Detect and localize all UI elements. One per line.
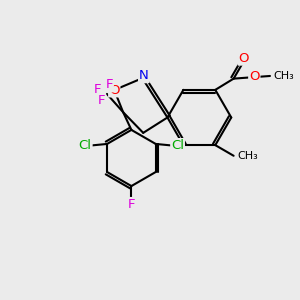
Text: CH₃: CH₃ <box>274 71 294 81</box>
Text: F: F <box>98 94 105 107</box>
Text: CH₃: CH₃ <box>237 151 258 161</box>
Text: F: F <box>128 198 135 211</box>
Text: F: F <box>106 79 113 92</box>
Text: N: N <box>139 69 149 82</box>
Text: F: F <box>94 83 101 96</box>
Text: Cl: Cl <box>79 139 92 152</box>
Text: Cl: Cl <box>171 139 184 152</box>
Text: O: O <box>109 83 119 97</box>
Text: O: O <box>249 70 260 83</box>
Text: O: O <box>238 52 249 65</box>
